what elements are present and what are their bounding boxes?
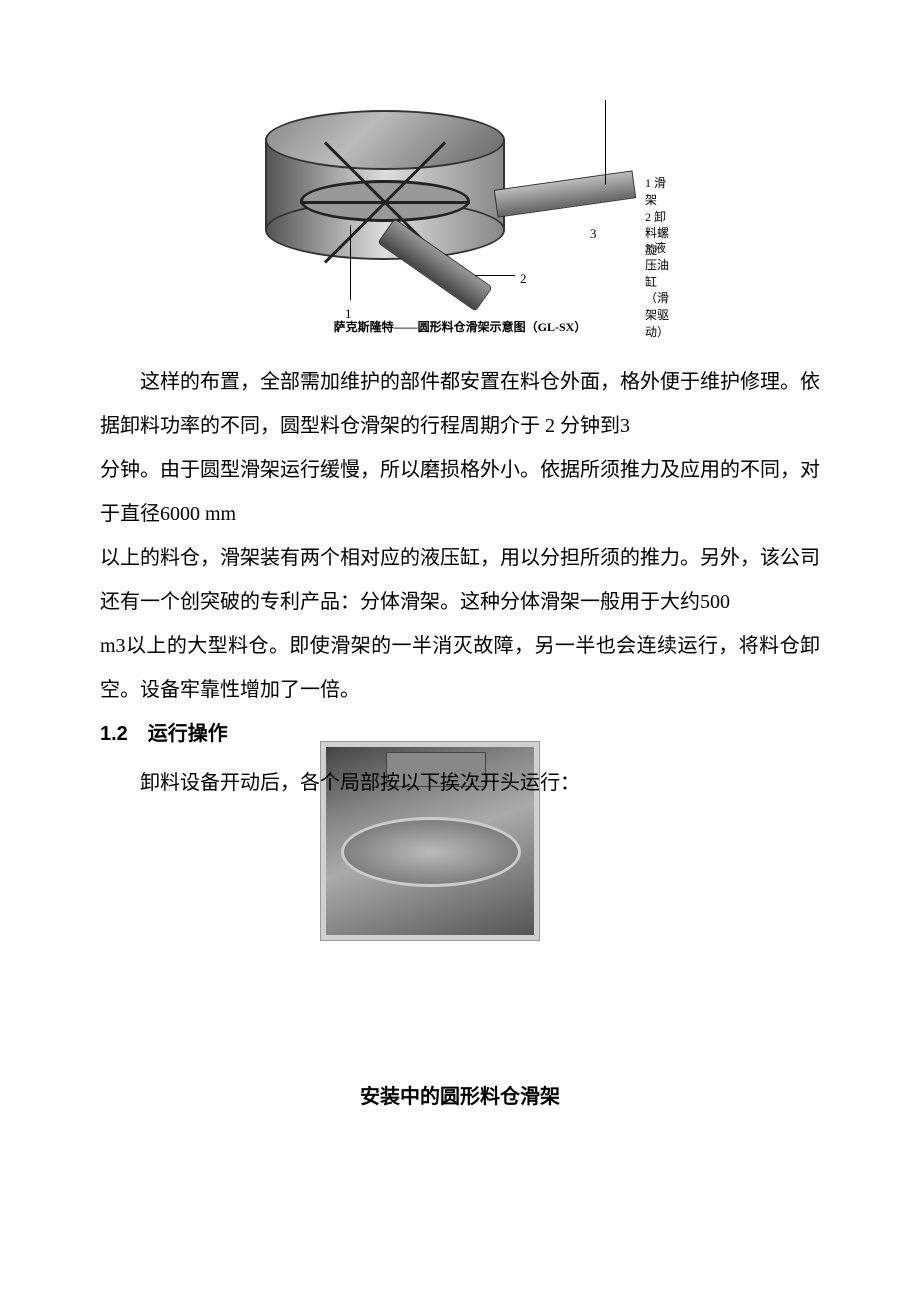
body-paragraph: 以上的料仓，滑架装有两个相对应的液压缸，用以分担所须的推力。另外，该公司还有一个… — [100, 536, 820, 624]
hydraulic-arm — [494, 170, 637, 217]
body-paragraph: 这样的布置，全部需加维护的部件都安置在料仓外面，格外便于维护修理。依据卸料功率的… — [100, 360, 820, 448]
section-intro-text: 卸料设备开动后，各个局部按以下挨次开头运行： — [100, 761, 820, 805]
legend-item: 1 滑架 — [645, 175, 675, 209]
silo-diagram: 3 2 1 1 滑架 2 卸料螺旋 3 液压油缸（滑架驱动） 萨克斯隆特——圆形… — [245, 80, 675, 340]
photo-caption: 安装中的圆形料仓滑架 — [100, 1075, 820, 1119]
photo-silo-ring — [341, 817, 521, 887]
callout-number-2: 2 — [520, 265, 527, 294]
photo-section: 卸料设备开动后，各个局部按以下挨次开头运行： — [100, 761, 820, 1045]
callout-number-3: 3 — [590, 220, 597, 249]
silo-diagram-figure: 3 2 1 1 滑架 2 卸料螺旋 3 液压油缸（滑架驱动） 萨克斯隆特——圆形… — [100, 80, 820, 340]
ring-spoke — [385, 201, 470, 204]
diagram-caption: 萨克斯隆特——圆形料仓滑架示意图（GL-SX） — [245, 314, 675, 340]
ring-spoke — [300, 201, 385, 204]
silo-top-rim — [265, 110, 505, 170]
body-paragraph: 分钟。由于圆型滑架运行缓慢，所以磨损格外小。依据所须推力及应用的不同，对于直径6… — [100, 448, 820, 536]
callout-line — [605, 100, 606, 185]
callout-line — [350, 225, 351, 300]
callout-line — [475, 275, 515, 276]
body-paragraph: m3以上的大型料仓。即使滑架的一半消灭故障，另一半也会连续运行，将料仓卸空。设备… — [100, 624, 820, 712]
